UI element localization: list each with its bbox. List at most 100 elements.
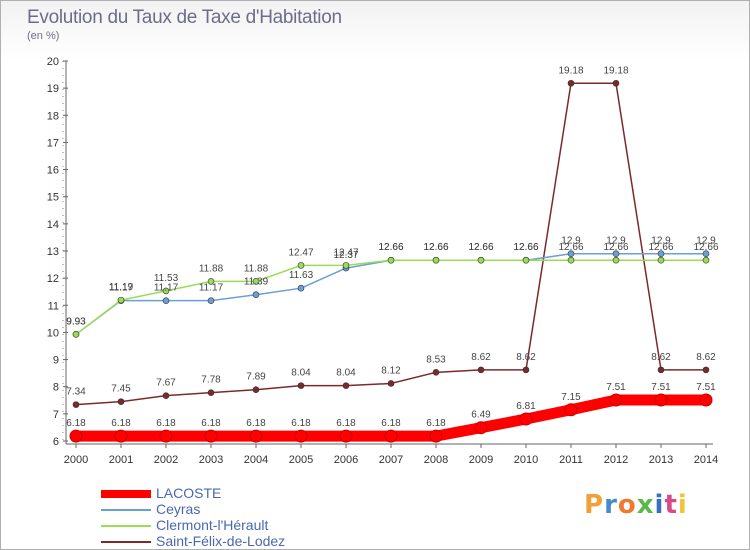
data-label: 12.66 [648,242,673,253]
data-point [699,393,713,407]
data-label: 12.66 [513,242,538,253]
y-tick-label: 15 [47,192,59,204]
data-label: 6.18 [246,418,266,429]
data-point [297,284,305,292]
y-tick-label: 20 [47,56,59,68]
data-point [252,386,260,394]
data-point [162,392,170,399]
y-tick-label: 17 [47,137,59,149]
y-tick-label: 11 [48,300,59,312]
data-point [522,366,530,374]
data-label: 6.49 [471,410,491,421]
data-label: 11.63 [289,270,314,281]
data-point [72,331,80,338]
data-label: 11.39 [244,277,269,288]
logo-letter: i [654,490,665,520]
data-label: 6.18 [201,418,221,429]
data-point [432,256,440,264]
data-label: 7.67 [156,378,176,389]
y-tick-label: 7 [53,409,59,421]
y-tick-label: 10 [47,327,59,339]
data-label: 11.17 [154,283,179,294]
data-point [114,429,128,443]
data-point [159,429,173,443]
data-label: 6.18 [66,418,86,429]
data-point [522,256,530,264]
x-tick-label: 2004 [244,454,268,466]
legend-label: Ceyras [156,501,201,517]
data-label: 8.12 [381,365,401,376]
data-label: 11.88 [244,263,269,274]
x-tick-label: 2000 [64,454,88,466]
data-label: 12.66 [468,242,493,253]
data-label: 11.19 [109,282,134,293]
x-tick-label: 2012 [604,454,628,466]
legend-swatch [101,541,151,543]
data-point [249,429,263,443]
data-point [702,250,710,258]
data-label: 8.62 [651,352,671,363]
data-label: 9.93 [66,316,86,327]
series-line-1 [75,252,706,335]
data-label: 12.9 [606,236,626,247]
legend-swatch [101,509,151,511]
data-label: 11.88 [199,263,224,274]
data-point [429,429,443,443]
data-label: 7.51 [606,382,626,393]
data-label: 12.66 [603,242,628,253]
data-label: 19.18 [603,65,628,76]
logo-letter: r [604,490,618,520]
data-label: 12.9 [696,236,716,247]
x-tick-label: 2002 [154,454,178,466]
y-tick-label: 16 [47,165,59,177]
data-label: 11.53 [154,273,179,284]
data-point [702,366,710,374]
data-point [207,297,215,304]
data-label: 12.66 [468,242,493,253]
data-label: 12.9 [561,236,581,247]
data-point [474,421,488,435]
data-point [387,256,395,264]
data-point [204,429,218,443]
y-tick-label: 13 [47,246,59,258]
data-point [702,256,710,264]
data-label: 12.66 [423,242,448,253]
data-point [519,412,533,426]
x-tick-label: 2009 [469,454,493,466]
series-layer [69,79,713,443]
data-label: 6.18 [336,418,356,429]
data-label: 9.93 [66,316,86,327]
data-label: 12.66 [423,242,448,253]
data-label: 12.66 [558,242,583,253]
data-point [564,403,578,417]
x-tick-label: 2007 [379,454,403,466]
data-label: 7.45 [111,384,131,395]
chart-title: Evolution du Taux de Taxe d'Habitation [27,7,342,28]
x-tick-label: 2005 [289,454,313,466]
data-label: 6.81 [516,401,536,412]
data-point [117,398,125,405]
data-point [294,429,308,443]
data-label: 7.34 [66,387,86,398]
data-label: 8.04 [336,368,356,379]
x-tick-label: 2013 [649,454,673,466]
y-tick-label: 12 [47,273,59,285]
logo-letter: P [584,490,605,520]
data-label: 8.53 [426,354,446,365]
data-label: 11.17 [199,283,224,294]
data-point [69,429,83,443]
data-point [162,297,170,304]
data-point [297,262,305,269]
data-point [339,429,353,443]
data-point [477,366,485,374]
data-label: 6.18 [156,418,176,429]
legend-label: LACOSTE [156,485,222,501]
data-point [567,79,575,87]
data-point [657,250,665,258]
data-point [609,393,623,407]
data-label: 6.18 [381,418,401,429]
legend-label: Saint-Félix-de-Lodez [156,533,286,549]
data-point [612,79,620,87]
data-point [117,296,125,304]
